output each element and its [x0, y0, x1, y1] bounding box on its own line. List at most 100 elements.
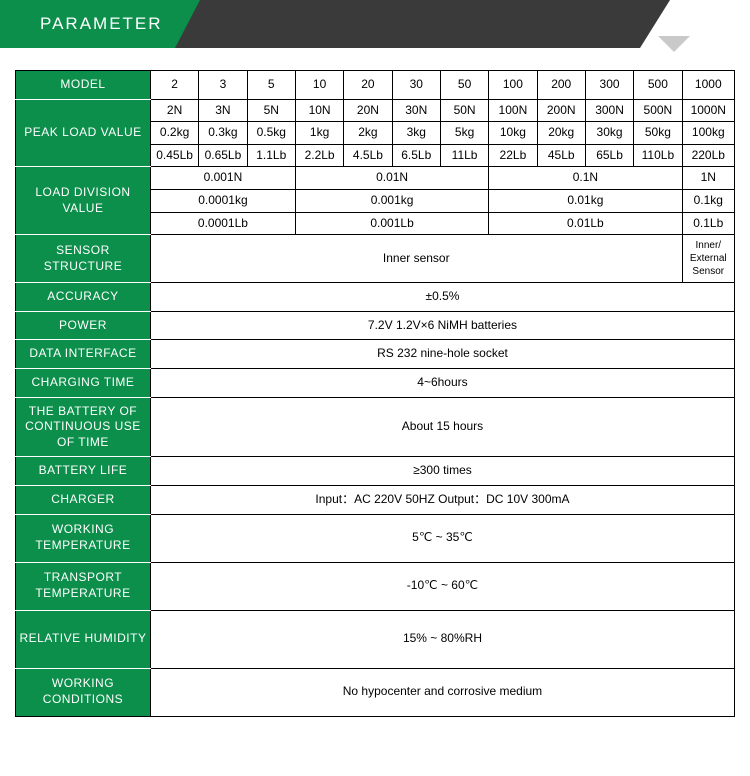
peak-kg-cell: 100kg — [682, 122, 734, 145]
peak-kg-cell: 2kg — [344, 122, 392, 145]
div-n-cell: 0.1N — [489, 167, 682, 190]
peak-kg-cell: 3kg — [392, 122, 440, 145]
row-accuracy: ACCURACY ±0.5% — [16, 283, 735, 312]
label-peak-load: PEAK LOAD VALUE — [16, 99, 151, 167]
model-cell: 2 — [150, 71, 198, 100]
peak-n-cell: 2N — [150, 99, 198, 122]
peak-kg-cell: 5kg — [440, 122, 488, 145]
label-humidity: RELATIVE HUMIDITY — [16, 610, 151, 668]
div-n-cell: 0.01N — [295, 167, 488, 190]
peak-kg-cell: 0.3kg — [199, 122, 247, 145]
row-model: MODEL 2 3 5 10 20 30 50 100 200 300 500 … — [16, 71, 735, 100]
div-lb-cell: 0.1Lb — [682, 212, 734, 235]
div-lb-cell: 0.001Lb — [295, 212, 488, 235]
model-cell: 300 — [585, 71, 633, 100]
chevron-down-icon — [658, 36, 690, 52]
row-transport-temp: TRANSPORT TEMPERATURE -10℃ ~ 60℃ — [16, 562, 735, 610]
charger-cell: Input：AC 220V 50HZ Output：DC 10V 300mA — [150, 485, 734, 514]
model-cell: 200 — [537, 71, 585, 100]
peak-lb-cell: 4.5Lb — [344, 144, 392, 167]
row-peak-n: PEAK LOAD VALUE 2N 3N 5N 10N 20N 30N 50N… — [16, 99, 735, 122]
div-n-cell: 0.001N — [150, 167, 295, 190]
div-lb-cell: 0.0001Lb — [150, 212, 295, 235]
peak-lb-cell: 220Lb — [682, 144, 734, 167]
row-power: POWER 7.2V 1.2V×6 NiMH batteries — [16, 311, 735, 340]
label-working-temp: WORKING TEMPERATURE — [16, 514, 151, 562]
peak-lb-cell: 11Lb — [440, 144, 488, 167]
power-cell: 7.2V 1.2V×6 NiMH batteries — [150, 311, 734, 340]
peak-n-cell: 30N — [392, 99, 440, 122]
model-cell: 3 — [199, 71, 247, 100]
div-kg-cell: 0.1kg — [682, 189, 734, 212]
peak-lb-cell: 22Lb — [489, 144, 537, 167]
peak-kg-cell: 20kg — [537, 122, 585, 145]
peak-n-cell: 200N — [537, 99, 585, 122]
working-temp-cell: 5℃ ~ 35℃ — [150, 514, 734, 562]
model-cell: 100 — [489, 71, 537, 100]
peak-kg-cell: 0.5kg — [247, 122, 295, 145]
row-battery-cont: THE BATTERY OF CONTINUOUS USE OF TIME Ab… — [16, 397, 735, 457]
peak-kg-cell: 1kg — [295, 122, 343, 145]
div-lb-cell: 0.01Lb — [489, 212, 682, 235]
row-charging-time: CHARGING TIME 4~6hours — [16, 368, 735, 397]
div-kg-cell: 0.0001kg — [150, 189, 295, 212]
peak-lb-cell: 65Lb — [585, 144, 633, 167]
model-cell: 5 — [247, 71, 295, 100]
battery-cont-cell: About 15 hours — [150, 397, 734, 457]
row-working-temp: WORKING TEMPERATURE 5℃ ~ 35℃ — [16, 514, 735, 562]
banner-title: PARAMETER — [0, 14, 163, 34]
row-humidity: RELATIVE HUMIDITY 15% ~ 80%RH — [16, 610, 735, 668]
peak-n-cell: 1000N — [682, 99, 734, 122]
transport-temp-cell: -10℃ ~ 60℃ — [150, 562, 734, 610]
banner: PARAMETER — [0, 0, 750, 48]
model-cell: 500 — [634, 71, 682, 100]
parameter-table: MODEL 2 3 5 10 20 30 50 100 200 300 500 … — [15, 70, 735, 717]
label-transport-temp: TRANSPORT TEMPERATURE — [16, 562, 151, 610]
label-accuracy: ACCURACY — [16, 283, 151, 312]
model-cell: 20 — [344, 71, 392, 100]
model-cell: 30 — [392, 71, 440, 100]
peak-n-cell: 3N — [199, 99, 247, 122]
accuracy-cell: ±0.5% — [150, 283, 734, 312]
label-charging: CHARGING TIME — [16, 368, 151, 397]
label-power: POWER — [16, 311, 151, 340]
row-div-n: LOAD DIVISION VALUE 0.001N 0.01N 0.1N 1N — [16, 167, 735, 190]
model-cell: 1000 — [682, 71, 734, 100]
peak-n-cell: 100N — [489, 99, 537, 122]
peak-n-cell: 300N — [585, 99, 633, 122]
peak-n-cell: 500N — [634, 99, 682, 122]
charging-cell: 4~6hours — [150, 368, 734, 397]
row-charger: CHARGER Input：AC 220V 50HZ Output：DC 10V… — [16, 485, 735, 514]
sensor-ext-cell: Inner/ External Sensor — [682, 235, 734, 283]
row-battery-life: BATTERY LIFE ≥300 times — [16, 457, 735, 486]
model-cell: 50 — [440, 71, 488, 100]
peak-kg-cell: 0.2kg — [150, 122, 198, 145]
data-interface-cell: RS 232 nine-hole socket — [150, 340, 734, 369]
conditions-cell: No hypocenter and corrosive medium — [150, 668, 734, 716]
peak-lb-cell: 110Lb — [634, 144, 682, 167]
div-kg-cell: 0.01kg — [489, 189, 682, 212]
peak-lb-cell: 6.5Lb — [392, 144, 440, 167]
label-sensor: SENSOR STRUCTURE — [16, 235, 151, 283]
row-data-interface: DATA INTERFACE RS 232 nine-hole socket — [16, 340, 735, 369]
peak-kg-cell: 30kg — [585, 122, 633, 145]
peak-kg-cell: 50kg — [634, 122, 682, 145]
label-conditions: WORKING CONDITIONS — [16, 668, 151, 716]
label-battery-cont: THE BATTERY OF CONTINUOUS USE OF TIME — [16, 397, 151, 457]
peak-n-cell: 5N — [247, 99, 295, 122]
battery-life-cell: ≥300 times — [150, 457, 734, 486]
div-kg-cell: 0.001kg — [295, 189, 488, 212]
label-data-interface: DATA INTERFACE — [16, 340, 151, 369]
banner-green-tab: PARAMETER — [0, 0, 200, 48]
label-model: MODEL — [16, 71, 151, 100]
peak-kg-cell: 10kg — [489, 122, 537, 145]
peak-n-cell: 10N — [295, 99, 343, 122]
peak-n-cell: 50N — [440, 99, 488, 122]
peak-lb-cell: 2.2Lb — [295, 144, 343, 167]
peak-lb-cell: 0.65Lb — [199, 144, 247, 167]
peak-n-cell: 20N — [344, 99, 392, 122]
label-load-division: LOAD DIVISION VALUE — [16, 167, 151, 235]
label-battery-life: BATTERY LIFE — [16, 457, 151, 486]
sensor-inner-cell: Inner sensor — [150, 235, 682, 283]
peak-lb-cell: 0.45Lb — [150, 144, 198, 167]
